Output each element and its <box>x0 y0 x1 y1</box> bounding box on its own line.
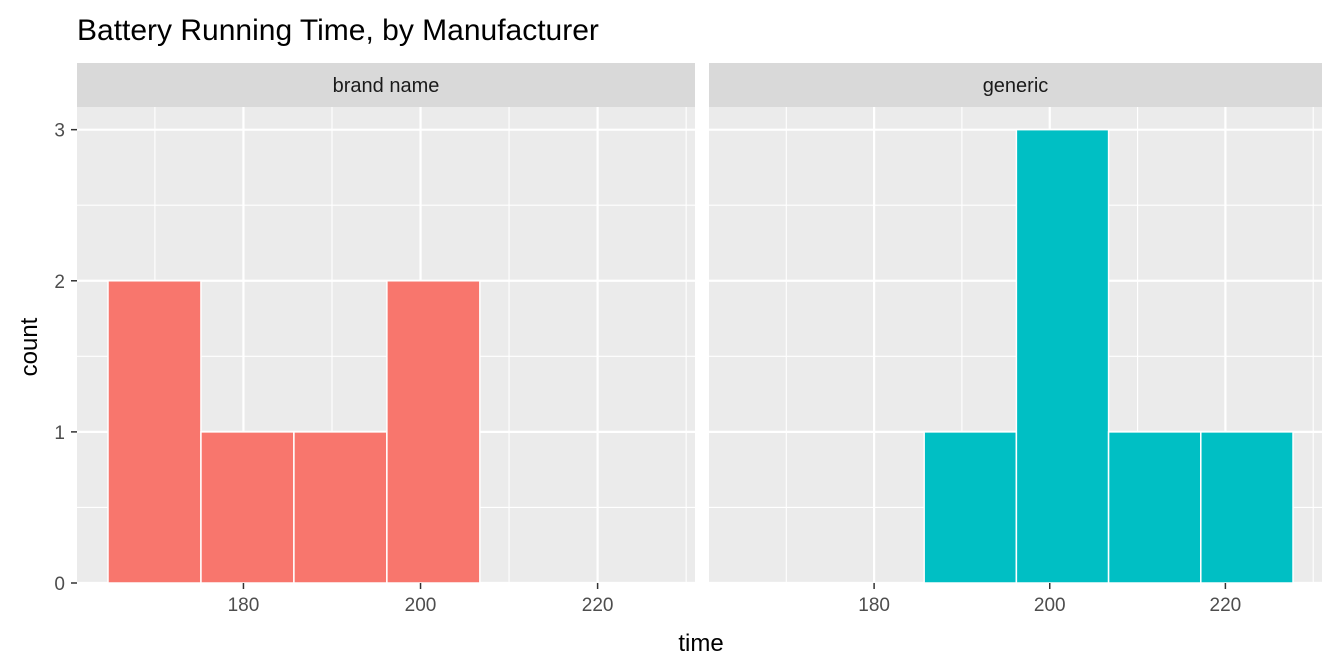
x-tick-label: 180 <box>228 595 260 616</box>
x-axis-title: time <box>678 630 723 657</box>
facet-strip-label: brand name <box>333 75 440 97</box>
histogram-bar <box>1015 128 1110 584</box>
y-tick-label: 2 <box>54 272 65 293</box>
histogram-bar <box>200 431 295 584</box>
x-tick-label: 220 <box>1210 595 1242 616</box>
facet-panels: brand name 180 200 220 generic 180 200 220 <box>77 63 1322 616</box>
x-tick-label: 180 <box>858 595 890 616</box>
chart-title: Battery Running Time, by Manufacturer <box>77 14 599 47</box>
facet-strip <box>77 63 695 107</box>
histogram-bar <box>293 431 388 584</box>
histogram-bar <box>386 280 481 584</box>
facet-panel-2: generic 180 200 220 <box>709 63 1322 616</box>
facet-strip <box>709 63 1322 107</box>
histogram-bar <box>1200 431 1294 584</box>
facet-panel-1: brand name 180 200 220 <box>77 63 695 616</box>
histogram-bar <box>1107 431 1202 584</box>
y-axis: 0 1 2 3 <box>54 121 77 595</box>
x-tick-label: 200 <box>1034 595 1066 616</box>
histogram-bar <box>107 280 202 584</box>
facet-strip-label: generic <box>983 75 1049 97</box>
y-tick-label: 1 <box>54 423 65 444</box>
y-tick-label: 0 <box>54 574 65 595</box>
x-tick-label: 220 <box>582 595 614 616</box>
x-tick-label: 200 <box>405 595 437 616</box>
y-axis-title: count <box>16 317 43 376</box>
y-tick-label: 3 <box>54 121 65 142</box>
histogram-bar <box>923 431 1018 584</box>
